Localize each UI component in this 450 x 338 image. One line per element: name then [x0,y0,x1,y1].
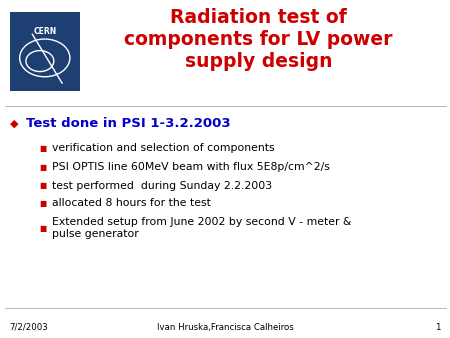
Text: ■: ■ [39,144,46,152]
FancyBboxPatch shape [10,12,80,91]
Text: allocated 8 hours for the test: allocated 8 hours for the test [52,198,211,209]
Text: ■: ■ [39,199,46,208]
Text: 7/2/2003: 7/2/2003 [9,323,48,332]
Text: ■: ■ [39,163,46,172]
Text: CERN: CERN [33,27,56,36]
Text: ◆: ◆ [10,118,18,128]
Text: 1: 1 [436,323,441,332]
Text: Test done in PSI 1-3.2.2003: Test done in PSI 1-3.2.2003 [26,117,231,130]
Text: Radiation test of
components for LV power
supply design: Radiation test of components for LV powe… [125,8,393,71]
Text: ■: ■ [39,224,46,233]
Text: test performed  during Sunday 2.2.2003: test performed during Sunday 2.2.2003 [52,181,272,191]
Text: Extended setup from June 2002 by second V - meter &
pulse generator: Extended setup from June 2002 by second … [52,217,351,239]
Text: PSI OPTIS line 60MeV beam with flux 5E8p/cm^2/s: PSI OPTIS line 60MeV beam with flux 5E8p… [52,162,329,172]
Text: verification and selection of components: verification and selection of components [52,143,274,153]
Text: ■: ■ [39,182,46,190]
Text: Ivan Hruska,Francisca Calheiros: Ivan Hruska,Francisca Calheiros [157,323,293,332]
